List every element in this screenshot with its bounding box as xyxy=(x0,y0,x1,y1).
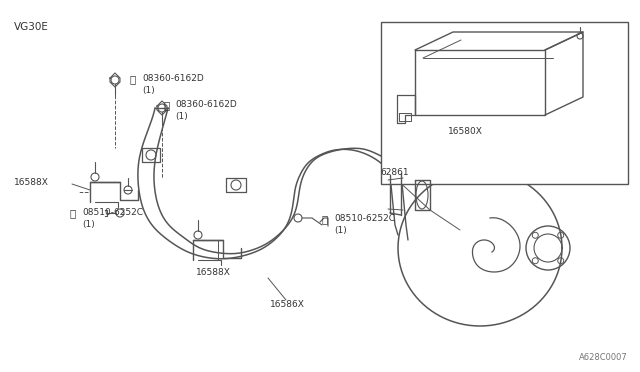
Text: (1): (1) xyxy=(175,112,188,121)
Text: 08360-6162D: 08360-6162D xyxy=(142,74,204,83)
Text: Ⓑ: Ⓑ xyxy=(163,100,169,110)
Text: 08510-6252C: 08510-6252C xyxy=(334,214,395,223)
Text: 16588X: 16588X xyxy=(14,178,49,187)
Text: Ⓢ: Ⓢ xyxy=(70,208,76,218)
Text: VG30E: VG30E xyxy=(14,22,49,32)
Text: 16580X: 16580X xyxy=(447,127,483,136)
Text: 16588X: 16588X xyxy=(196,268,231,277)
Text: (1): (1) xyxy=(82,220,95,229)
Bar xyxy=(381,22,628,184)
Text: Ⓑ: Ⓑ xyxy=(129,74,135,84)
Text: Ⓢ: Ⓢ xyxy=(322,214,328,224)
Text: 08360-6162D: 08360-6162D xyxy=(175,100,237,109)
Text: A628C0007: A628C0007 xyxy=(579,353,628,362)
Text: 08510-6252C: 08510-6252C xyxy=(82,208,143,217)
Text: 62861: 62861 xyxy=(380,168,408,177)
Text: (1): (1) xyxy=(334,226,347,235)
Text: (1): (1) xyxy=(142,86,155,95)
Text: 16586X: 16586X xyxy=(270,300,305,309)
